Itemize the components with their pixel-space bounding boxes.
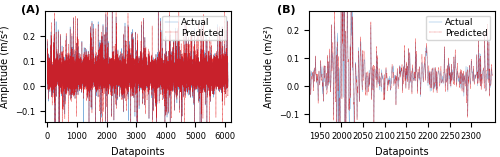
Legend: Actual, Predicted: Actual, Predicted: [426, 16, 490, 40]
Y-axis label: Amplitude (m/s²): Amplitude (m/s²): [264, 25, 274, 108]
Actual: [334, 32, 340, 34]
Actual: [60, 80, 66, 82]
Predicted: [92, 142, 98, 144]
Predicted: [44, 67, 51, 69]
Actual: [366, 79, 372, 81]
Line: Actual: Actual: [307, 0, 492, 157]
Actual: [48, 69, 54, 71]
Predicted: [366, 78, 372, 80]
Actual: [92, 145, 98, 147]
Predicted: [148, 85, 154, 87]
Actual: [74, 69, 80, 71]
Actual: [490, 74, 496, 76]
Actual: [352, 62, 358, 63]
Predicted: [334, 50, 340, 52]
Y-axis label: Amplitude (m/s²): Amplitude (m/s²): [0, 25, 10, 108]
Line: Predicted: Predicted: [307, 0, 492, 157]
Predicted: [311, 70, 317, 72]
Actual: [82, 85, 88, 87]
Predicted: [60, 79, 66, 81]
Actual: [155, 7, 161, 8]
Predicted: [452, 84, 458, 86]
Predicted: [304, 81, 310, 83]
Predicted: [352, 82, 358, 84]
Predicted: [74, 69, 80, 71]
Actual: [304, 77, 310, 78]
Actual: [452, 81, 458, 83]
Predicted: [225, 75, 231, 77]
Predicted: [130, 76, 136, 78]
Actual: [44, 68, 51, 70]
Predicted: [339, 98, 345, 100]
X-axis label: Datapoints: Datapoints: [111, 147, 165, 157]
Line: Predicted: Predicted: [48, 4, 228, 143]
Text: (B): (B): [278, 5, 296, 15]
Line: Actual: Actual: [48, 8, 228, 146]
X-axis label: Datapoints: Datapoints: [375, 147, 429, 157]
Actual: [225, 78, 231, 79]
Text: (A): (A): [21, 5, 40, 15]
Predicted: [82, 83, 88, 84]
Actual: [338, 40, 344, 42]
Legend: Actual, Predicted: Actual, Predicted: [162, 16, 226, 40]
Predicted: [490, 75, 496, 77]
Actual: [311, 69, 317, 71]
Predicted: [222, 3, 228, 5]
Predicted: [48, 66, 54, 68]
Actual: [130, 73, 136, 74]
Actual: [148, 86, 154, 88]
